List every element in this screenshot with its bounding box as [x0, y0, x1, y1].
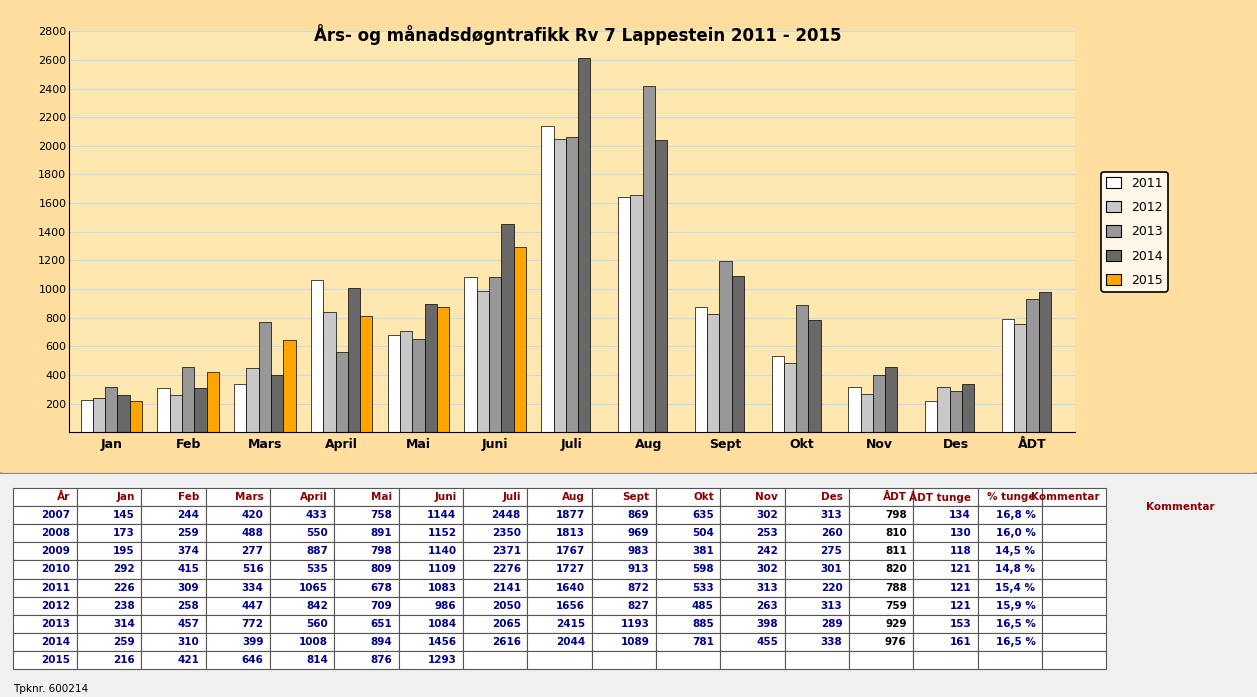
Bar [425, 304, 437, 432]
Bar [566, 137, 578, 432]
Bar [387, 335, 400, 432]
Bar [93, 398, 106, 432]
Bar [655, 139, 667, 432]
Bar [630, 195, 642, 432]
Bar [772, 356, 784, 432]
Bar [323, 312, 336, 432]
Bar [348, 288, 360, 432]
Text: Kommentar: Kommentar [1146, 503, 1214, 512]
Bar [272, 375, 283, 432]
Bar [1027, 299, 1038, 432]
Bar [259, 321, 272, 432]
Bar [170, 395, 182, 432]
Bar [1014, 323, 1027, 432]
Text: Tpknr. 600214: Tpknr. 600214 [13, 684, 88, 694]
Bar [784, 362, 796, 432]
Bar [283, 339, 295, 432]
Bar [848, 388, 861, 432]
Bar [861, 395, 872, 432]
Bar [157, 388, 170, 432]
Bar [400, 330, 412, 432]
Bar [808, 321, 821, 432]
Bar [925, 401, 938, 432]
Bar [412, 339, 425, 432]
Bar [642, 86, 655, 432]
Bar [182, 367, 195, 432]
Bar [885, 367, 897, 432]
Bar [80, 400, 93, 432]
Bar [246, 368, 259, 432]
Bar [949, 391, 962, 432]
Bar [234, 384, 246, 432]
Bar [360, 316, 372, 432]
Bar [796, 305, 808, 432]
Bar [437, 307, 449, 432]
Bar [618, 197, 630, 432]
Bar [514, 247, 525, 432]
Bar [310, 279, 323, 432]
Bar [129, 401, 142, 432]
Bar [962, 384, 974, 432]
Text: Års- og månadsdøgntrafikk Rv 7 Lappestein 2011 - 2015: Års- og månadsdøgntrafikk Rv 7 Lappestei… [314, 24, 842, 45]
Bar [706, 314, 719, 432]
Bar [578, 58, 591, 432]
Bar [336, 352, 348, 432]
Bar [872, 375, 885, 432]
Bar [1002, 319, 1014, 432]
Bar [206, 372, 219, 432]
Bar [542, 125, 553, 432]
Bar [1038, 293, 1051, 432]
Legend: 2011, 2012, 2013, 2014, 2015: 2011, 2012, 2013, 2014, 2015 [1101, 171, 1168, 292]
FancyBboxPatch shape [0, 0, 1257, 474]
Bar [732, 276, 744, 432]
Bar [106, 388, 117, 432]
Bar [502, 224, 514, 432]
Bar [719, 261, 732, 432]
Bar [465, 277, 476, 432]
Bar [195, 388, 206, 432]
Bar [553, 139, 566, 432]
Bar [489, 277, 502, 432]
Bar [476, 291, 489, 432]
Bar [938, 388, 949, 432]
Bar [695, 307, 706, 432]
Bar [117, 395, 129, 432]
